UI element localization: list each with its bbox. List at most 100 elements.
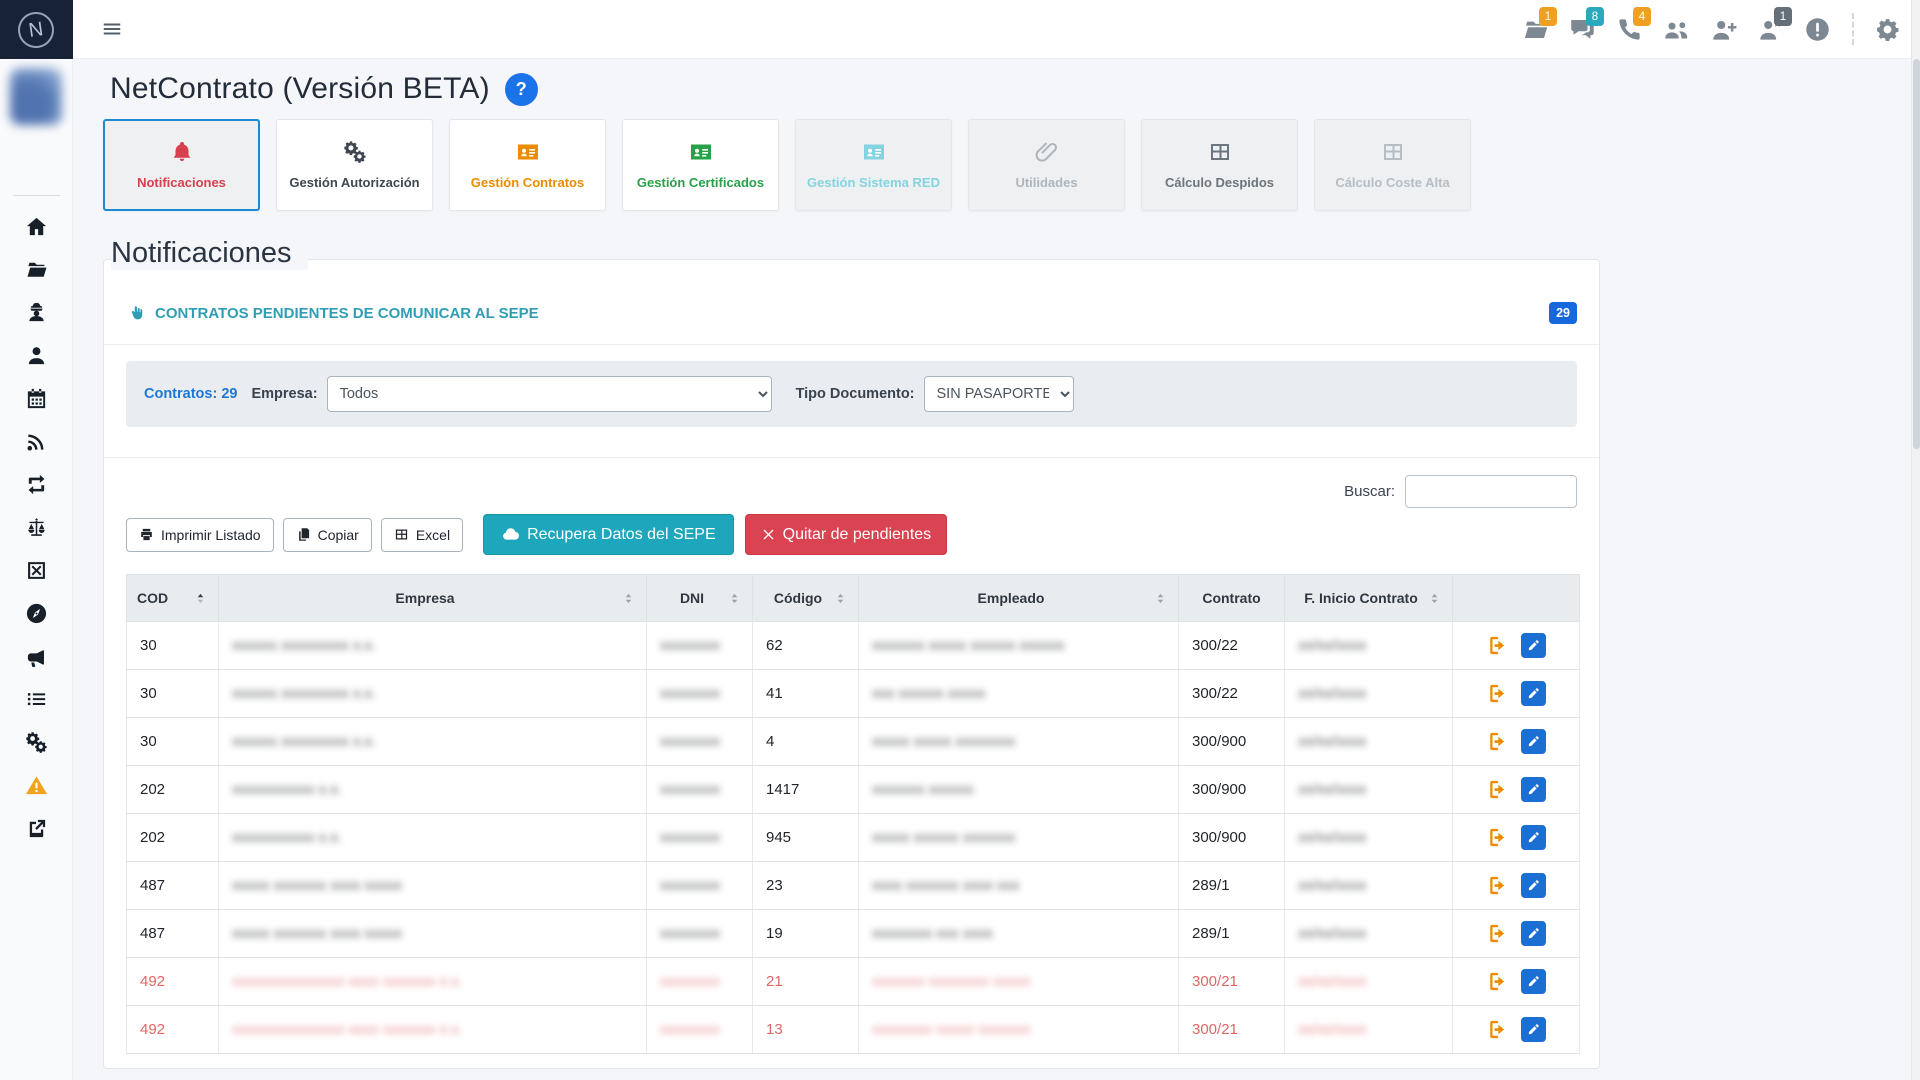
remove-pending-button[interactable]: Quitar de pendientes bbox=[744, 514, 948, 555]
cell-cod: 30 bbox=[126, 669, 219, 718]
topbar-alert-circle-icon[interactable] bbox=[1803, 15, 1831, 43]
scrollbar-thumb[interactable] bbox=[1913, 59, 1920, 449]
topbar-user-star-badge: 1 bbox=[1774, 7, 1792, 26]
app-logo[interactable]: N bbox=[0, 0, 73, 59]
topbar-user-plus-icon[interactable] bbox=[1709, 15, 1737, 43]
cell-empresa-redacted: xxxxxxxxxxxxxxx xxxx xxxxxxx x.x. bbox=[218, 1005, 647, 1054]
tipo-documento-label: Tipo Documento: bbox=[795, 386, 915, 402]
sidebar-item-calendar-icon[interactable] bbox=[24, 387, 48, 410]
column-header-Código[interactable]: Código bbox=[752, 574, 859, 622]
tab-c-lculo-despidos[interactable]: Cálculo Despidos bbox=[1141, 119, 1298, 211]
sidebar-item-external-link-icon[interactable] bbox=[24, 817, 48, 840]
send-contract-icon[interactable] bbox=[1487, 827, 1508, 848]
menu-toggle-icon[interactable] bbox=[101, 18, 123, 40]
cell-codigo: 19 bbox=[752, 909, 859, 958]
cell-fecha-inicio-redacted: xx/xx/xxxx bbox=[1284, 621, 1453, 670]
edit-button[interactable] bbox=[1520, 825, 1546, 850]
cell-cod: 487 bbox=[126, 909, 219, 958]
column-header-DNI[interactable]: DNI bbox=[646, 574, 753, 622]
topbar-phone-badge: 4 bbox=[1633, 7, 1651, 26]
tab-gesti-n-autorizaci-n[interactable]: Gestión Autorización bbox=[276, 119, 433, 211]
recover-sepe-data-button[interactable]: Recupera Datos del SEPE bbox=[483, 514, 734, 555]
topbar-user-star-icon[interactable]: 1 bbox=[1756, 7, 1792, 43]
table-header: COD Empresa DNI Código Empleado Contrato F. In… bbox=[126, 574, 1580, 622]
sidebar-divider bbox=[12, 195, 60, 196]
topbar-folder-open-icon[interactable]: 1 bbox=[1521, 7, 1557, 43]
send-contract-icon[interactable] bbox=[1487, 971, 1508, 992]
module-tabs: Notificaciones Gestión Autorización Gest… bbox=[103, 119, 1920, 211]
sidebar-item-folder-open-icon[interactable] bbox=[24, 258, 48, 281]
column-header-Empleado[interactable]: Empleado bbox=[858, 574, 1179, 622]
send-contract-icon[interactable] bbox=[1487, 635, 1508, 656]
print-list-button[interactable]: Imprimir Listado bbox=[126, 517, 274, 552]
sidebar-item-home-icon[interactable] bbox=[24, 215, 48, 238]
cell-codigo: 1417 bbox=[752, 765, 859, 814]
edit-button[interactable] bbox=[1520, 1017, 1546, 1042]
cell-empleado-redacted: xxxxxxx xxxxxx bbox=[858, 765, 1179, 814]
send-contract-icon[interactable] bbox=[1487, 1019, 1508, 1040]
sidebar-item-list-icon[interactable] bbox=[24, 688, 48, 711]
edit-button[interactable] bbox=[1520, 777, 1546, 802]
edit-button[interactable] bbox=[1520, 729, 1546, 754]
column-header-Empresa[interactable]: Empresa bbox=[218, 574, 647, 622]
edit-button[interactable] bbox=[1520, 969, 1546, 994]
settings-gear-icon[interactable] bbox=[1875, 17, 1900, 42]
table-row: 30 xxxxxx xxxxxxxxx x.x. xxxxxxxx 4 xxxxx xx… bbox=[126, 717, 1580, 766]
column-header-F. Inicio Contrato[interactable]: F. Inicio Contrato bbox=[1284, 574, 1453, 622]
cell-empleado-redacted: xxxxxxx xxxxxxxx xxxxx bbox=[858, 957, 1179, 1006]
copy-button[interactable]: Copiar bbox=[282, 517, 372, 552]
column-header-COD[interactable]: COD bbox=[126, 574, 219, 622]
tab-c-lculo-coste-alta[interactable]: Cálculo Coste Alta bbox=[1314, 119, 1471, 211]
tab-gesti-n-certificados[interactable]: Gestión Certificados bbox=[622, 119, 779, 211]
topbar-users-icon[interactable] bbox=[1662, 15, 1690, 43]
send-contract-icon[interactable] bbox=[1487, 875, 1508, 896]
cell-fecha-inicio-redacted: xx/xx/xxxx bbox=[1284, 765, 1453, 814]
edit-button[interactable] bbox=[1520, 921, 1546, 946]
page-scrollbar[interactable] bbox=[1911, 0, 1920, 1080]
sidebar-item-gears-icon[interactable] bbox=[24, 731, 48, 754]
send-contract-icon[interactable] bbox=[1487, 683, 1508, 704]
edit-button[interactable] bbox=[1520, 633, 1546, 658]
tab-gesti-n-contratos[interactable]: Gestión Contratos bbox=[449, 119, 606, 211]
sort-icon bbox=[621, 591, 636, 606]
table-row: 487 xxxxx xxxxxxx xxxx xxxxx xxxxxxxx 23 xxx… bbox=[126, 861, 1580, 910]
sidebar-item-balance-scale-icon[interactable] bbox=[24, 516, 48, 539]
send-contract-icon[interactable] bbox=[1487, 731, 1508, 752]
brand-n-icon: N bbox=[15, 9, 57, 50]
sidebar-item-user-secret-icon[interactable] bbox=[24, 301, 48, 324]
cell-contrato: 300/900 bbox=[1178, 765, 1285, 814]
column-label: COD bbox=[137, 590, 169, 606]
cell-dni-redacted: xxxxxxxx bbox=[646, 813, 753, 862]
excel-button[interactable]: Excel bbox=[380, 517, 464, 552]
cell-empresa-redacted: xxxxx xxxxxxx xxxx xxxxx bbox=[218, 909, 647, 958]
sidebar-item-warning-icon[interactable] bbox=[24, 774, 48, 797]
pencil-icon bbox=[1527, 1023, 1540, 1036]
edit-button[interactable] bbox=[1520, 873, 1546, 898]
tab-notificaciones[interactable]: Notificaciones bbox=[103, 119, 260, 211]
tab-utilidades[interactable]: Utilidades bbox=[968, 119, 1125, 211]
help-button[interactable]: ? bbox=[504, 72, 538, 106]
edit-button[interactable] bbox=[1520, 681, 1546, 706]
topbar-comments-icon[interactable]: 8 bbox=[1568, 7, 1604, 43]
table-row: 30 xxxxxx xxxxxxxxx x.x. xxxxxxxx 62 xxxxxxx… bbox=[126, 621, 1580, 670]
search-input[interactable] bbox=[1405, 475, 1577, 508]
send-contract-icon[interactable] bbox=[1487, 923, 1508, 944]
sidebar-item-square-x-icon[interactable] bbox=[24, 559, 48, 582]
sort-asc-icon bbox=[193, 591, 208, 606]
sidebar-item-bullhorn-icon[interactable] bbox=[24, 645, 48, 668]
panel-title-link[interactable]: CONTRATOS PENDIENTES DE COMUNICAR AL SEP… bbox=[128, 304, 539, 322]
sidebar-item-rss-icon[interactable] bbox=[24, 430, 48, 453]
sidebar-icons bbox=[24, 215, 48, 840]
empresa-select[interactable]: Todos bbox=[326, 376, 772, 412]
topbar-phone-icon[interactable]: 4 bbox=[1615, 7, 1651, 43]
sidebar-item-compass-icon[interactable] bbox=[24, 602, 48, 625]
send-contract-icon[interactable] bbox=[1487, 779, 1508, 800]
cell-contrato: 300/22 bbox=[1178, 621, 1285, 670]
tab-gesti-n-sistema-red[interactable]: Gestión Sistema RED bbox=[795, 119, 952, 211]
sidebar-item-repeat-icon[interactable] bbox=[24, 473, 48, 496]
sort-icon bbox=[833, 591, 848, 606]
sidebar-item-user-icon[interactable] bbox=[24, 344, 48, 367]
cell-fecha-inicio-redacted: xx/xx/xxxx bbox=[1284, 957, 1453, 1006]
tipo-documento-select[interactable]: SIN PASAPORTE bbox=[923, 376, 1074, 412]
bell-icon bbox=[170, 140, 194, 164]
